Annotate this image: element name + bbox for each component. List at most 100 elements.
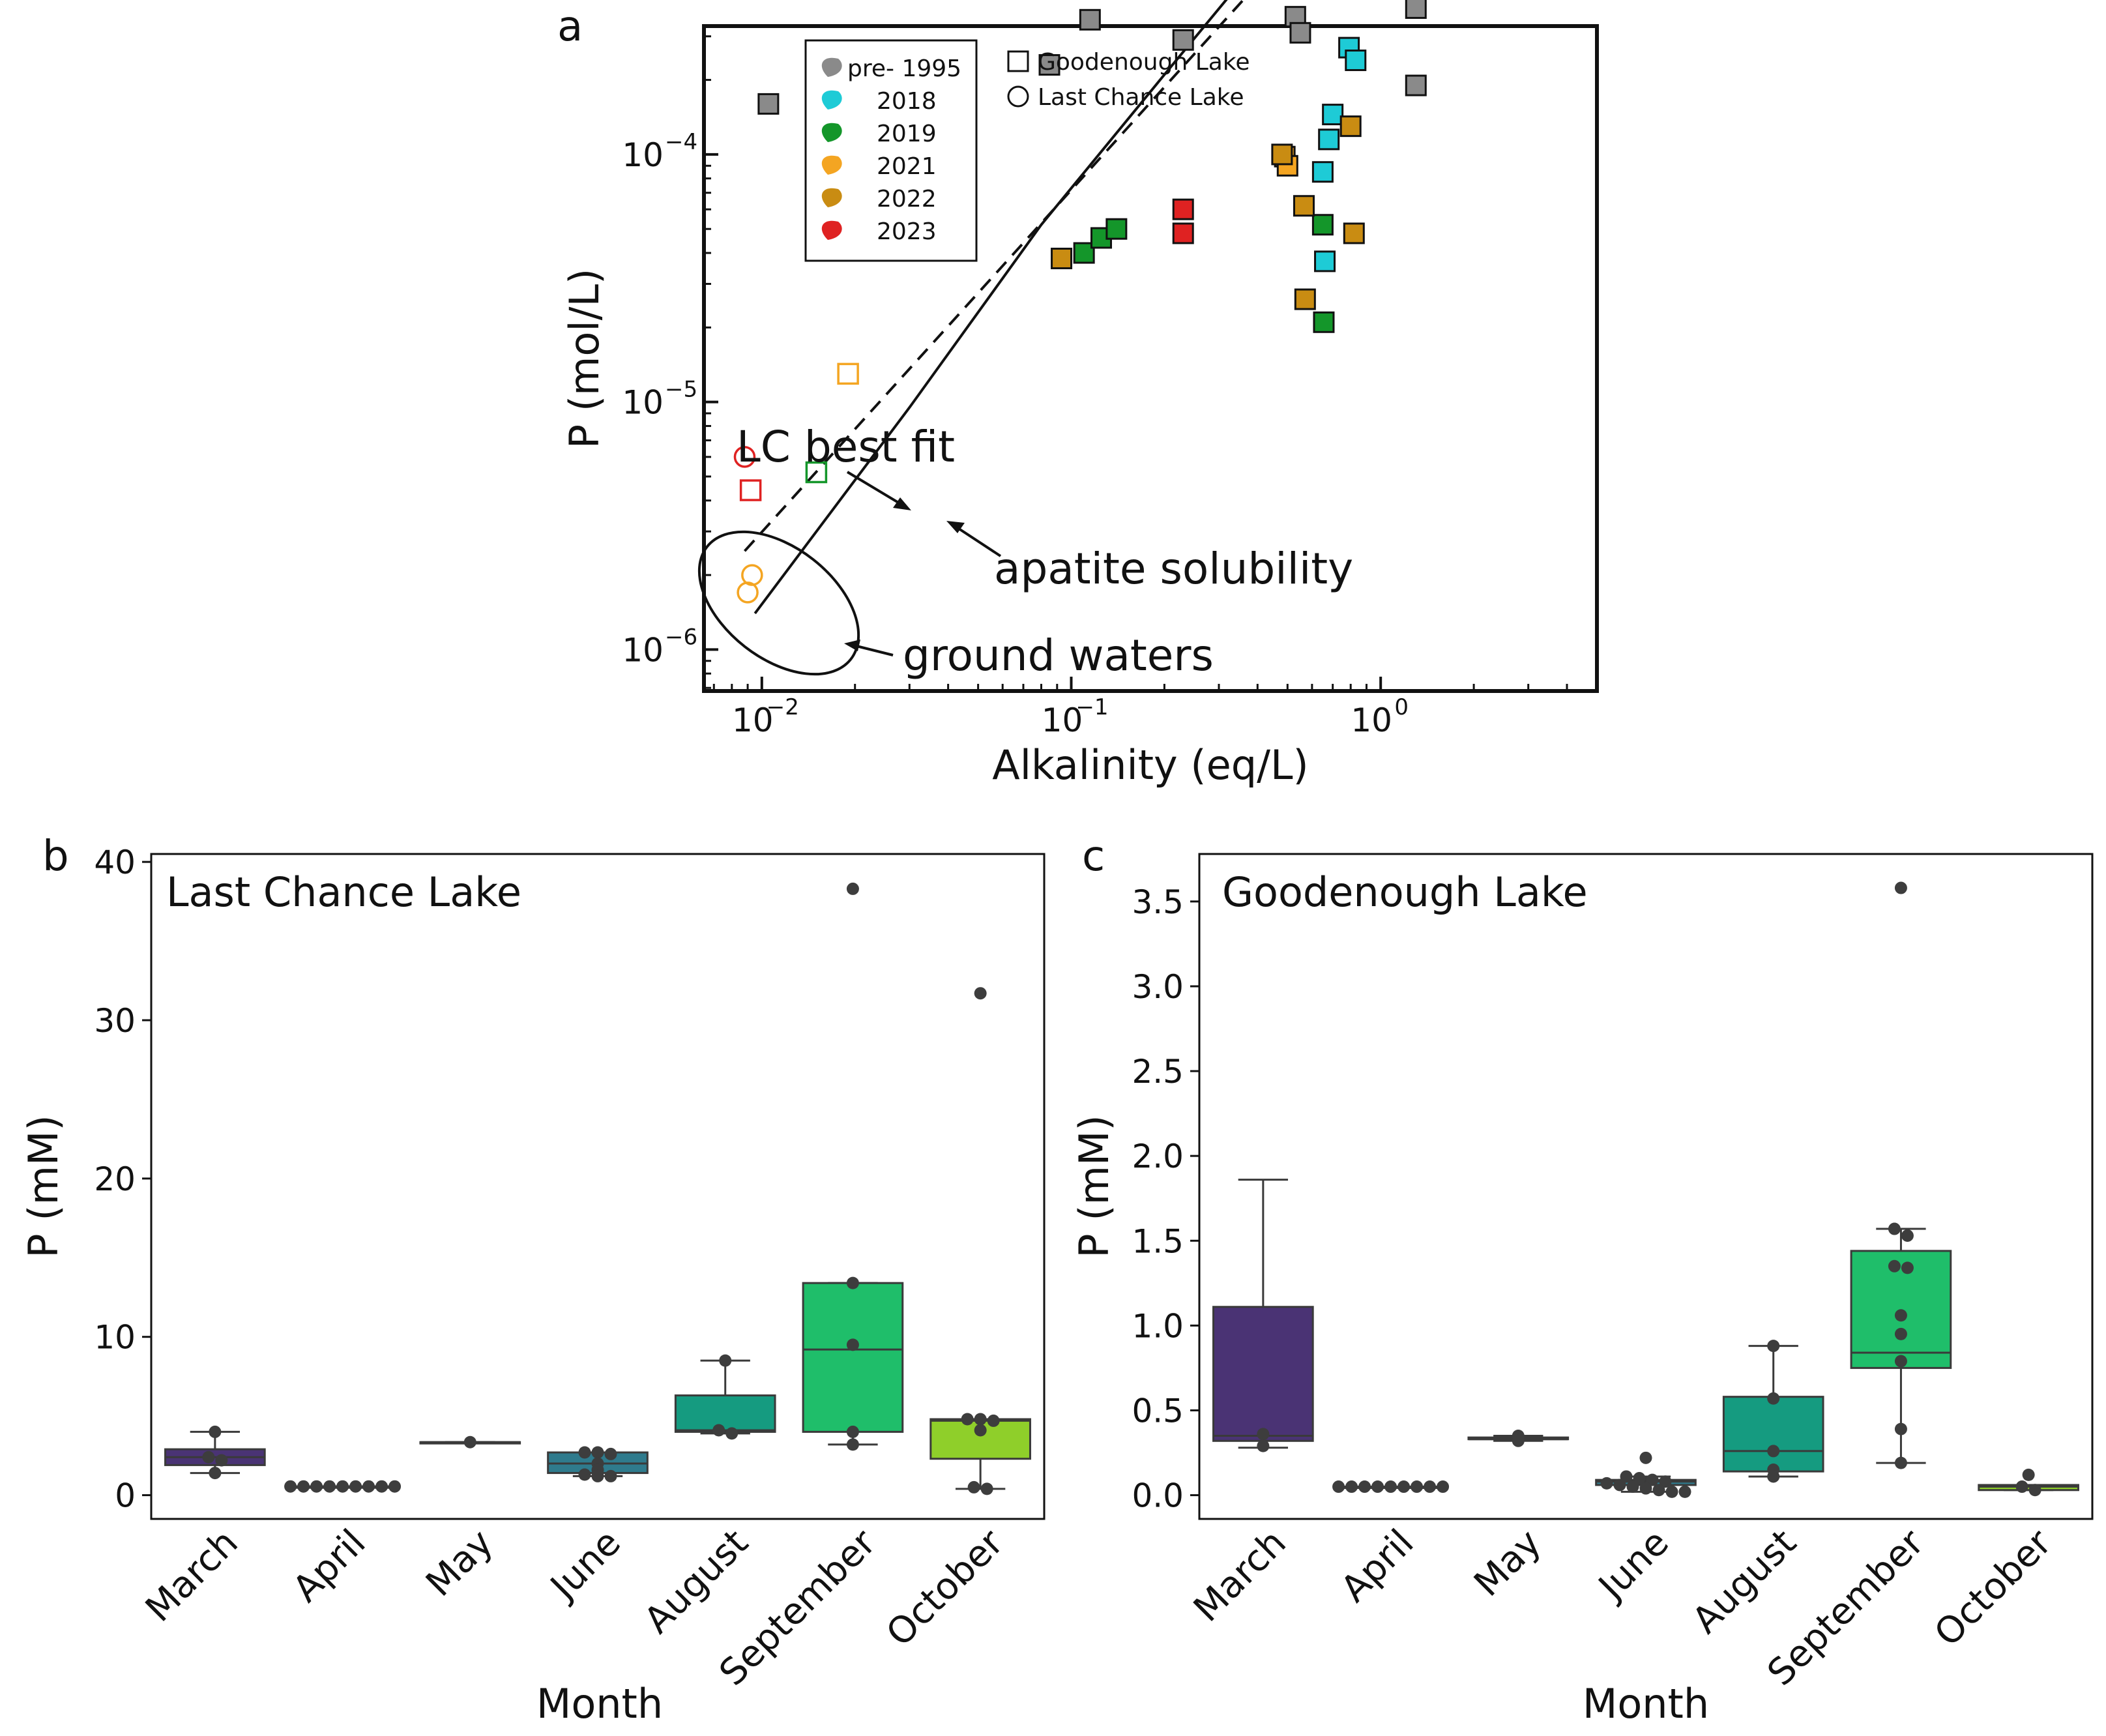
y-tick-label: 30 [94, 1002, 136, 1040]
scatter-point-square [1311, 214, 1334, 236]
data-point [202, 1450, 215, 1464]
data-point [1424, 1480, 1437, 1493]
box-april: April [1332, 1480, 1450, 1610]
data-point [1620, 1470, 1633, 1483]
data-point [388, 1480, 402, 1493]
y-tick-label: 40 [94, 844, 136, 881]
box-march: March [138, 1425, 266, 1630]
year-legend-entry: 2018 [821, 88, 937, 115]
data-point [1397, 1480, 1411, 1493]
data-point [1626, 1480, 1639, 1493]
shape-legend-entry: Last Chance Lake [1007, 84, 1244, 111]
month-label: March [138, 1522, 246, 1630]
year-legend-entry: 2019 [821, 121, 937, 147]
x-axis-title-a: Alkalinity (eq/L) [992, 741, 1308, 789]
scatter-point-square [1345, 50, 1367, 72]
data-point [2028, 1484, 2041, 1497]
data-point [1512, 1434, 1525, 1447]
year-legend-label: 2023 [877, 218, 937, 245]
scatter-point-square [1079, 8, 1101, 31]
box-plot-b: 0 10 20 30 40 March April May June AugustSeptembe… [94, 844, 1031, 1694]
data-point [349, 1480, 362, 1493]
data-point [1894, 881, 1907, 894]
data-point [362, 1480, 375, 1493]
month-label: October [879, 1521, 1012, 1655]
data-point [987, 1414, 1000, 1427]
scatter-frame [702, 24, 1599, 693]
data-point [1646, 1473, 1659, 1486]
y-tick-label: 2.5 [1132, 1053, 1184, 1091]
box-march: March [1186, 1179, 1314, 1630]
year-legend-entry: 2022 [821, 186, 937, 213]
scatter-point-square [1294, 288, 1316, 310]
year-legend-marker [821, 90, 842, 110]
x-axis-title-c: Month [1583, 1680, 1709, 1728]
data-point [1257, 1439, 1270, 1452]
month-label: May [418, 1522, 501, 1605]
data-point [578, 1468, 591, 1481]
year-legend-marker [821, 155, 842, 175]
y-tick-label: 10 [622, 136, 664, 174]
data-point [375, 1480, 388, 1493]
box-plot-frame-b [150, 853, 1046, 1520]
scatter-point-circle [733, 446, 756, 468]
y-axis-title-c: P (mM) [1070, 1115, 1118, 1258]
x-tick-exponent: −1 [1075, 694, 1108, 720]
year-legend-entries: pre- 1995 2018 2019 2021 2022 2023 [821, 55, 961, 245]
box-september: September [711, 882, 904, 1694]
box-october: October [1927, 1468, 2079, 1655]
shape-legend: Goodenough Lake Last Chance Lake [1007, 49, 1250, 111]
panel-c: c Goodenough Lake 0.0 0.5 1.0 1.5 2.0 2.5 3.0 3… [1070, 832, 2094, 1728]
x-tick-exponent: 0 [1394, 694, 1409, 720]
y-axis-title-b: P (mM) [20, 1115, 67, 1258]
y-tick-label: 2.0 [1132, 1138, 1184, 1175]
ground-waters-label: ground waters [903, 630, 1214, 681]
y-tick-exponent: −4 [665, 129, 697, 155]
data-point [1767, 1340, 1780, 1353]
scatter-point-square [1405, 0, 1427, 19]
data-point [1888, 1259, 1901, 1273]
lc-best-fit-line [743, 0, 1245, 552]
data-point [1257, 1428, 1270, 1441]
scatter-point-square [1405, 74, 1427, 96]
shape-legend-entry: Goodenough Lake [1007, 49, 1250, 76]
shape-legend-label: Last Chance Lake [1038, 84, 1244, 111]
year-legend-marker [821, 57, 842, 77]
data-point [2015, 1480, 2028, 1493]
box-may: May [418, 1435, 521, 1605]
data-point [1901, 1229, 1914, 1242]
data-point [604, 1469, 617, 1482]
month-label: April [285, 1522, 373, 1610]
month-label: August [1684, 1522, 1805, 1642]
data-point [1633, 1472, 1646, 1485]
scatter-point-square [1172, 198, 1194, 220]
box-august: August [1684, 1340, 1824, 1642]
data-point [719, 1354, 732, 1367]
month-label: October [1927, 1521, 2060, 1655]
year-legend-label: pre- 1995 [847, 55, 961, 82]
month-label: March [1186, 1522, 1294, 1630]
square-legend-marker [1007, 50, 1029, 72]
iqr-box [1212, 1306, 1314, 1442]
data-point [1345, 1480, 1358, 1493]
year-legend: pre- 1995 2018 2019 2021 2022 2023 [804, 39, 978, 262]
data-point [1652, 1484, 1665, 1497]
year-legend-label: 2022 [877, 186, 937, 213]
y-tick-label: 10 [622, 384, 664, 422]
shape-legend-label: Goodenough Lake [1038, 49, 1250, 76]
data-point [284, 1480, 297, 1493]
iqr-box [674, 1394, 776, 1433]
data-point [846, 1438, 859, 1451]
data-point [1894, 1309, 1907, 1322]
year-legend-marker [821, 188, 842, 207]
data-point [209, 1425, 222, 1438]
data-point [974, 1424, 987, 1437]
y-axis-title-a: P (mol/L) [561, 269, 608, 449]
year-legend-entry: pre- 1995 [821, 55, 961, 82]
data-point [1639, 1482, 1652, 1495]
scatter-points [733, 0, 1427, 604]
year-legend-marker [821, 220, 842, 240]
month-label: August [636, 1522, 757, 1642]
